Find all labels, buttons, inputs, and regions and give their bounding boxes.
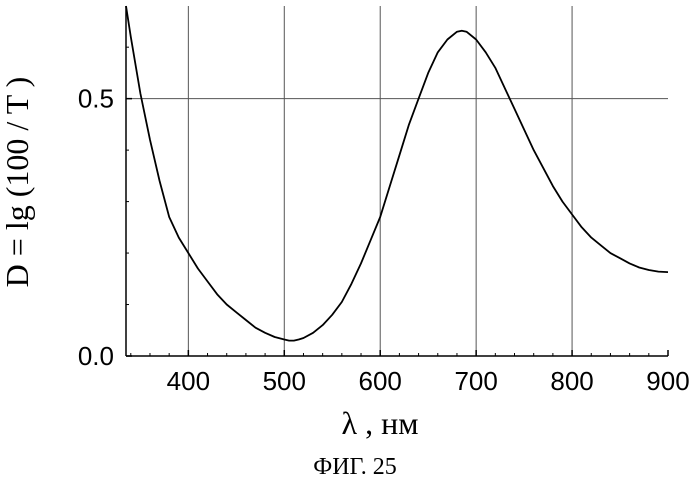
tick-labels: 400 500 600 700 800 900 0.0 0.5 [78,84,690,396]
x-tick-label-800: 800 [550,366,593,396]
x-tick-label-500: 500 [263,366,306,396]
series-layer [126,6,668,341]
x-tick-label-400: 400 [167,366,210,396]
axes-frame [126,6,668,356]
x-tick-label-700: 700 [454,366,497,396]
y-tick-label-0.5: 0.5 [78,84,114,114]
y-tick-label-0.0: 0.0 [78,341,114,371]
series-line-0 [126,6,668,341]
x-axis-title: λ , нм [342,405,419,441]
figure-caption: ФИГ. 25 [313,454,396,480]
y-axis-title: D = lg (100 / T ) [0,77,35,288]
grid [126,6,668,356]
x-tick-label-900: 900 [646,366,689,396]
x-tick-label-600: 600 [359,366,402,396]
